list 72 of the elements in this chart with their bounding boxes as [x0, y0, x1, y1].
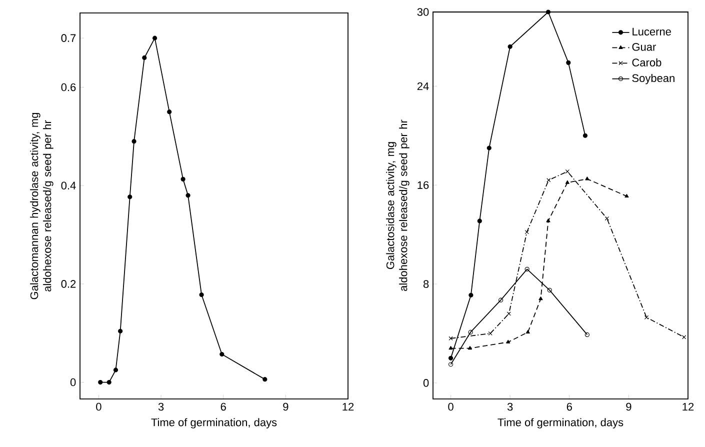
point — [477, 218, 482, 224]
point — [682, 335, 686, 340]
point — [565, 180, 570, 184]
x-tick-label: 9 — [626, 402, 632, 411]
legend-label: Guar — [632, 43, 656, 51]
point — [186, 193, 190, 198]
point — [565, 169, 570, 174]
y-tick-label: 30 — [417, 8, 429, 16]
point — [508, 44, 512, 49]
y-tick-label: 0.6 — [61, 83, 76, 92]
point — [167, 110, 172, 114]
point — [546, 218, 550, 222]
x-axis-title: Time of germination, days — [151, 418, 277, 428]
y-tick-label: 0 — [423, 379, 429, 387]
point — [199, 292, 204, 298]
point — [468, 292, 474, 298]
point — [128, 194, 132, 200]
point — [142, 55, 147, 60]
y-tick-label: 0.2 — [61, 280, 76, 288]
point — [106, 380, 112, 385]
point — [98, 380, 103, 385]
point — [506, 340, 510, 344]
point — [118, 328, 123, 334]
point — [585, 176, 590, 180]
y-tick-label: 0.7 — [61, 34, 76, 42]
point — [448, 336, 453, 340]
point — [468, 346, 472, 350]
x-tick-label: 12 — [342, 402, 354, 411]
point — [448, 356, 454, 360]
legend-label: Carob — [632, 58, 662, 66]
y-tick-label: 16 — [418, 181, 429, 189]
x-tick-label: 12 — [682, 402, 694, 411]
point — [538, 296, 543, 300]
point — [604, 216, 610, 221]
point — [524, 266, 530, 272]
point — [644, 315, 649, 320]
point — [113, 368, 118, 372]
point — [546, 10, 551, 14]
x-tick-label: 6 — [220, 402, 226, 411]
y-tick-label: 0 — [70, 378, 76, 386]
point — [448, 346, 453, 350]
point — [486, 146, 492, 150]
x-tick-label: 0 — [96, 402, 102, 411]
point — [132, 139, 136, 144]
point — [262, 377, 268, 382]
x-axis-title: Time of germination, days — [498, 418, 624, 428]
point — [180, 176, 186, 182]
point — [624, 194, 629, 198]
point — [498, 298, 504, 302]
y-tick-label: 24 — [417, 82, 429, 90]
point — [547, 288, 552, 292]
legend-label: Soybean — [632, 74, 674, 84]
point — [582, 133, 588, 138]
x-tick-label: 0 — [448, 402, 454, 411]
point — [566, 60, 571, 65]
point — [488, 331, 492, 336]
x-tick-label: 3 — [507, 402, 513, 411]
point — [546, 178, 551, 182]
y-axis-title: Galactosidase activity, mg aldohexose released/g seed per hr — [386, 120, 410, 291]
point — [468, 330, 473, 335]
point — [152, 36, 158, 40]
point — [524, 230, 529, 234]
point — [220, 352, 224, 357]
y-axis-title: Galactomannan hydrolase activity, mg aldohexose released/g seed per hr — [30, 112, 54, 300]
legend-label: Lucerne — [632, 28, 671, 36]
x-tick-label: 3 — [158, 402, 164, 411]
point — [526, 330, 530, 334]
x-tick-label: 6 — [566, 402, 572, 411]
y-tick-label: 8 — [423, 280, 429, 288]
point — [506, 312, 511, 316]
y-tick-label: 0.4 — [61, 182, 76, 190]
x-tick-label: 9 — [283, 402, 288, 411]
